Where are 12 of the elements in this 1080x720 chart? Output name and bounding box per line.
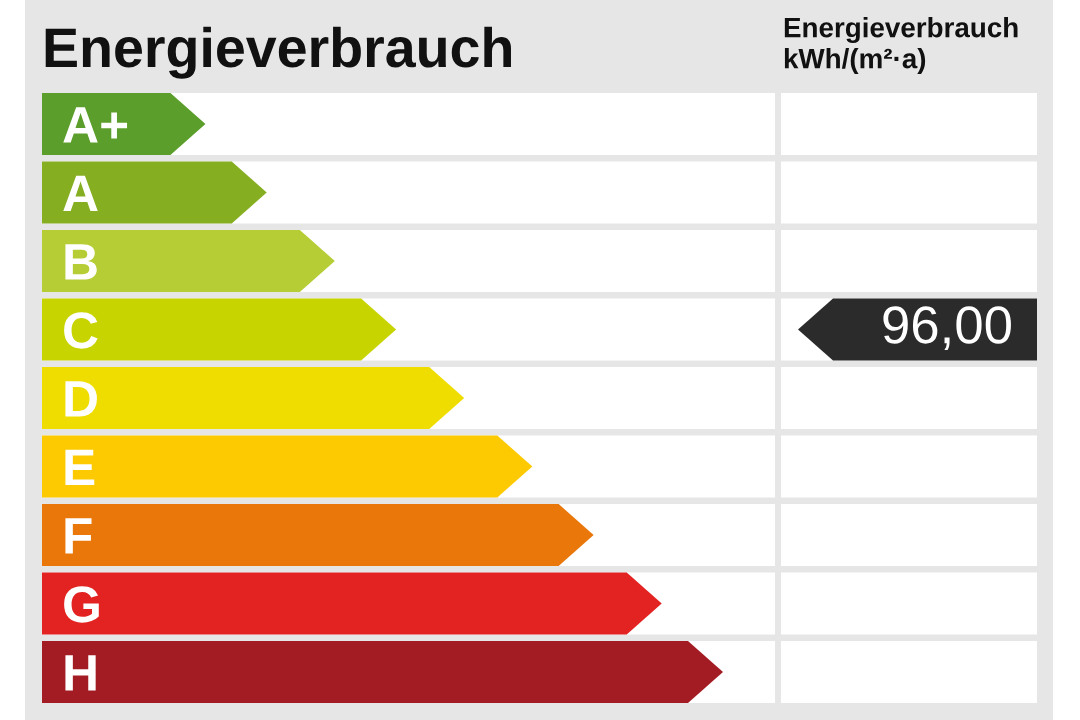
- text: Energieverbrauch kWh/(m²·a): [784, 17, 1018, 74]
- y-tick-label: G: [64, 586, 99, 623]
- chart-title: Energieverbrauch: [45, 26, 511, 79]
- y-tick-label: D: [65, 381, 97, 417]
- y-tick-label: C: [64, 312, 98, 349]
- y-tick-label: F: [65, 518, 92, 554]
- y-tick-label: A+: [63, 107, 128, 143]
- y-tick-label: B: [65, 244, 97, 280]
- y-tick-label: A: [63, 175, 98, 212]
- y-tick-label: H: [65, 655, 96, 691]
- data-label: 96,00: [883, 306, 1011, 350]
- y-tick-label: E: [65, 449, 95, 486]
